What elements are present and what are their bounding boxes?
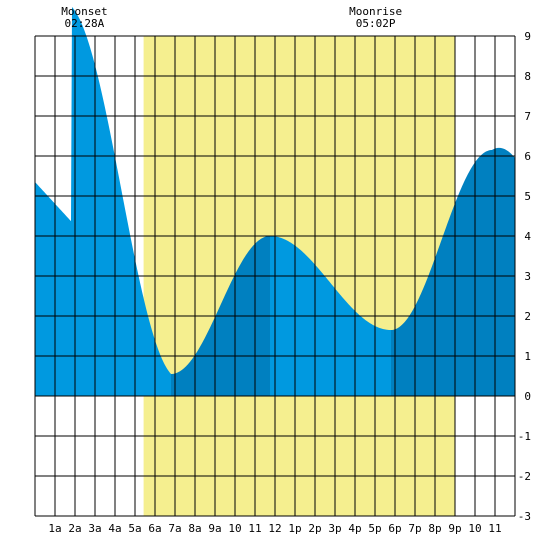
x-tick-label: 10 — [468, 522, 481, 535]
y-tick-label: 9 — [524, 30, 531, 43]
y-tick-label: 3 — [524, 270, 531, 283]
moon-event-label: Moonrise — [349, 5, 402, 18]
x-tick-label: 6a — [148, 522, 161, 535]
y-tick-label: -2 — [518, 470, 531, 483]
x-tick-label: 5a — [128, 522, 141, 535]
moon-event-time: 02:28A — [65, 17, 105, 30]
x-tick-label: 9p — [448, 522, 461, 535]
y-tick-label: 7 — [524, 110, 531, 123]
tide-area-rising — [492, 147, 515, 396]
x-tick-label: 6p — [388, 522, 401, 535]
x-tick-label: 12 — [268, 522, 281, 535]
x-tick-label: 11 — [248, 522, 261, 535]
x-tick-label: 2a — [68, 522, 81, 535]
y-tick-label: 8 — [524, 70, 531, 83]
x-tick-label: 9a — [208, 522, 221, 535]
y-tick-label: -3 — [518, 510, 531, 523]
x-tick-labels: 1a 2a 3a 4a 5a 6a 7a 8a 9a 10 11 12 1p 2p 3p 4p 5p 6p 7p 8p… — [48, 522, 501, 535]
x-tick-label: 7p — [408, 522, 421, 535]
y-tick-label: 6 — [524, 150, 531, 163]
tide-area-rising — [391, 150, 492, 396]
x-tick-label: 1p — [288, 522, 301, 535]
x-tick-label: 4p — [348, 522, 361, 535]
x-tick-label: 8p — [428, 522, 441, 535]
y-tick-label: 2 — [524, 310, 531, 323]
grid-layer — [34, 35, 516, 517]
y-tick-labels: -3 -2 -1 0 1 2 3 4 5 6 7 8 9 — [518, 30, 532, 523]
x-tick-label: 11 — [488, 522, 501, 535]
x-tick-label: 3a — [88, 522, 101, 535]
x-tick-label: 7a — [168, 522, 181, 535]
y-tick-label: 1 — [524, 350, 531, 363]
y-tick-label: 0 — [524, 390, 531, 403]
x-tick-label: 3p — [328, 522, 341, 535]
x-tick-label: 4a — [108, 522, 121, 535]
x-tick-label: 1a — [48, 522, 61, 535]
y-tick-label: 5 — [524, 190, 531, 203]
x-tick-label: 10 — [228, 522, 241, 535]
moon-event-time: 05:02P — [356, 17, 396, 30]
moon-event-label: Moonset — [61, 5, 107, 18]
x-tick-label: 2p — [308, 522, 321, 535]
tide-area-falling — [35, 7, 171, 397]
y-tick-label: 4 — [524, 230, 531, 243]
x-tick-label: 8a — [188, 522, 201, 535]
y-tick-label: -1 — [518, 430, 531, 443]
x-tick-label: 5p — [368, 522, 381, 535]
